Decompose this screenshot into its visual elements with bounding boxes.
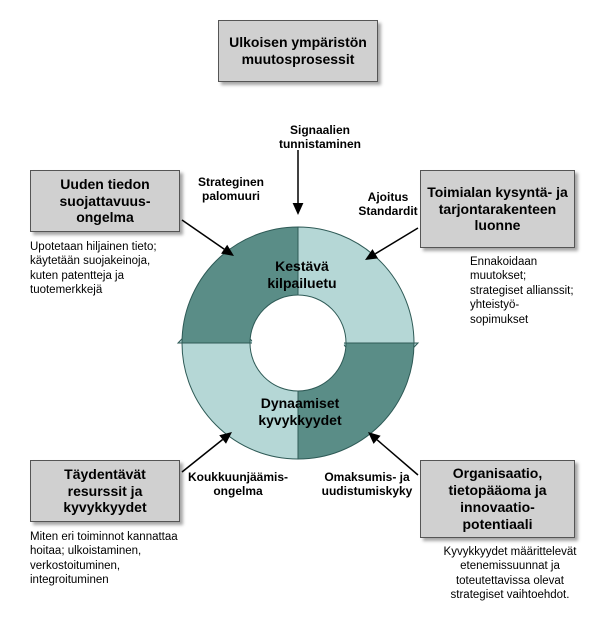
arrows-layer <box>0 0 594 641</box>
